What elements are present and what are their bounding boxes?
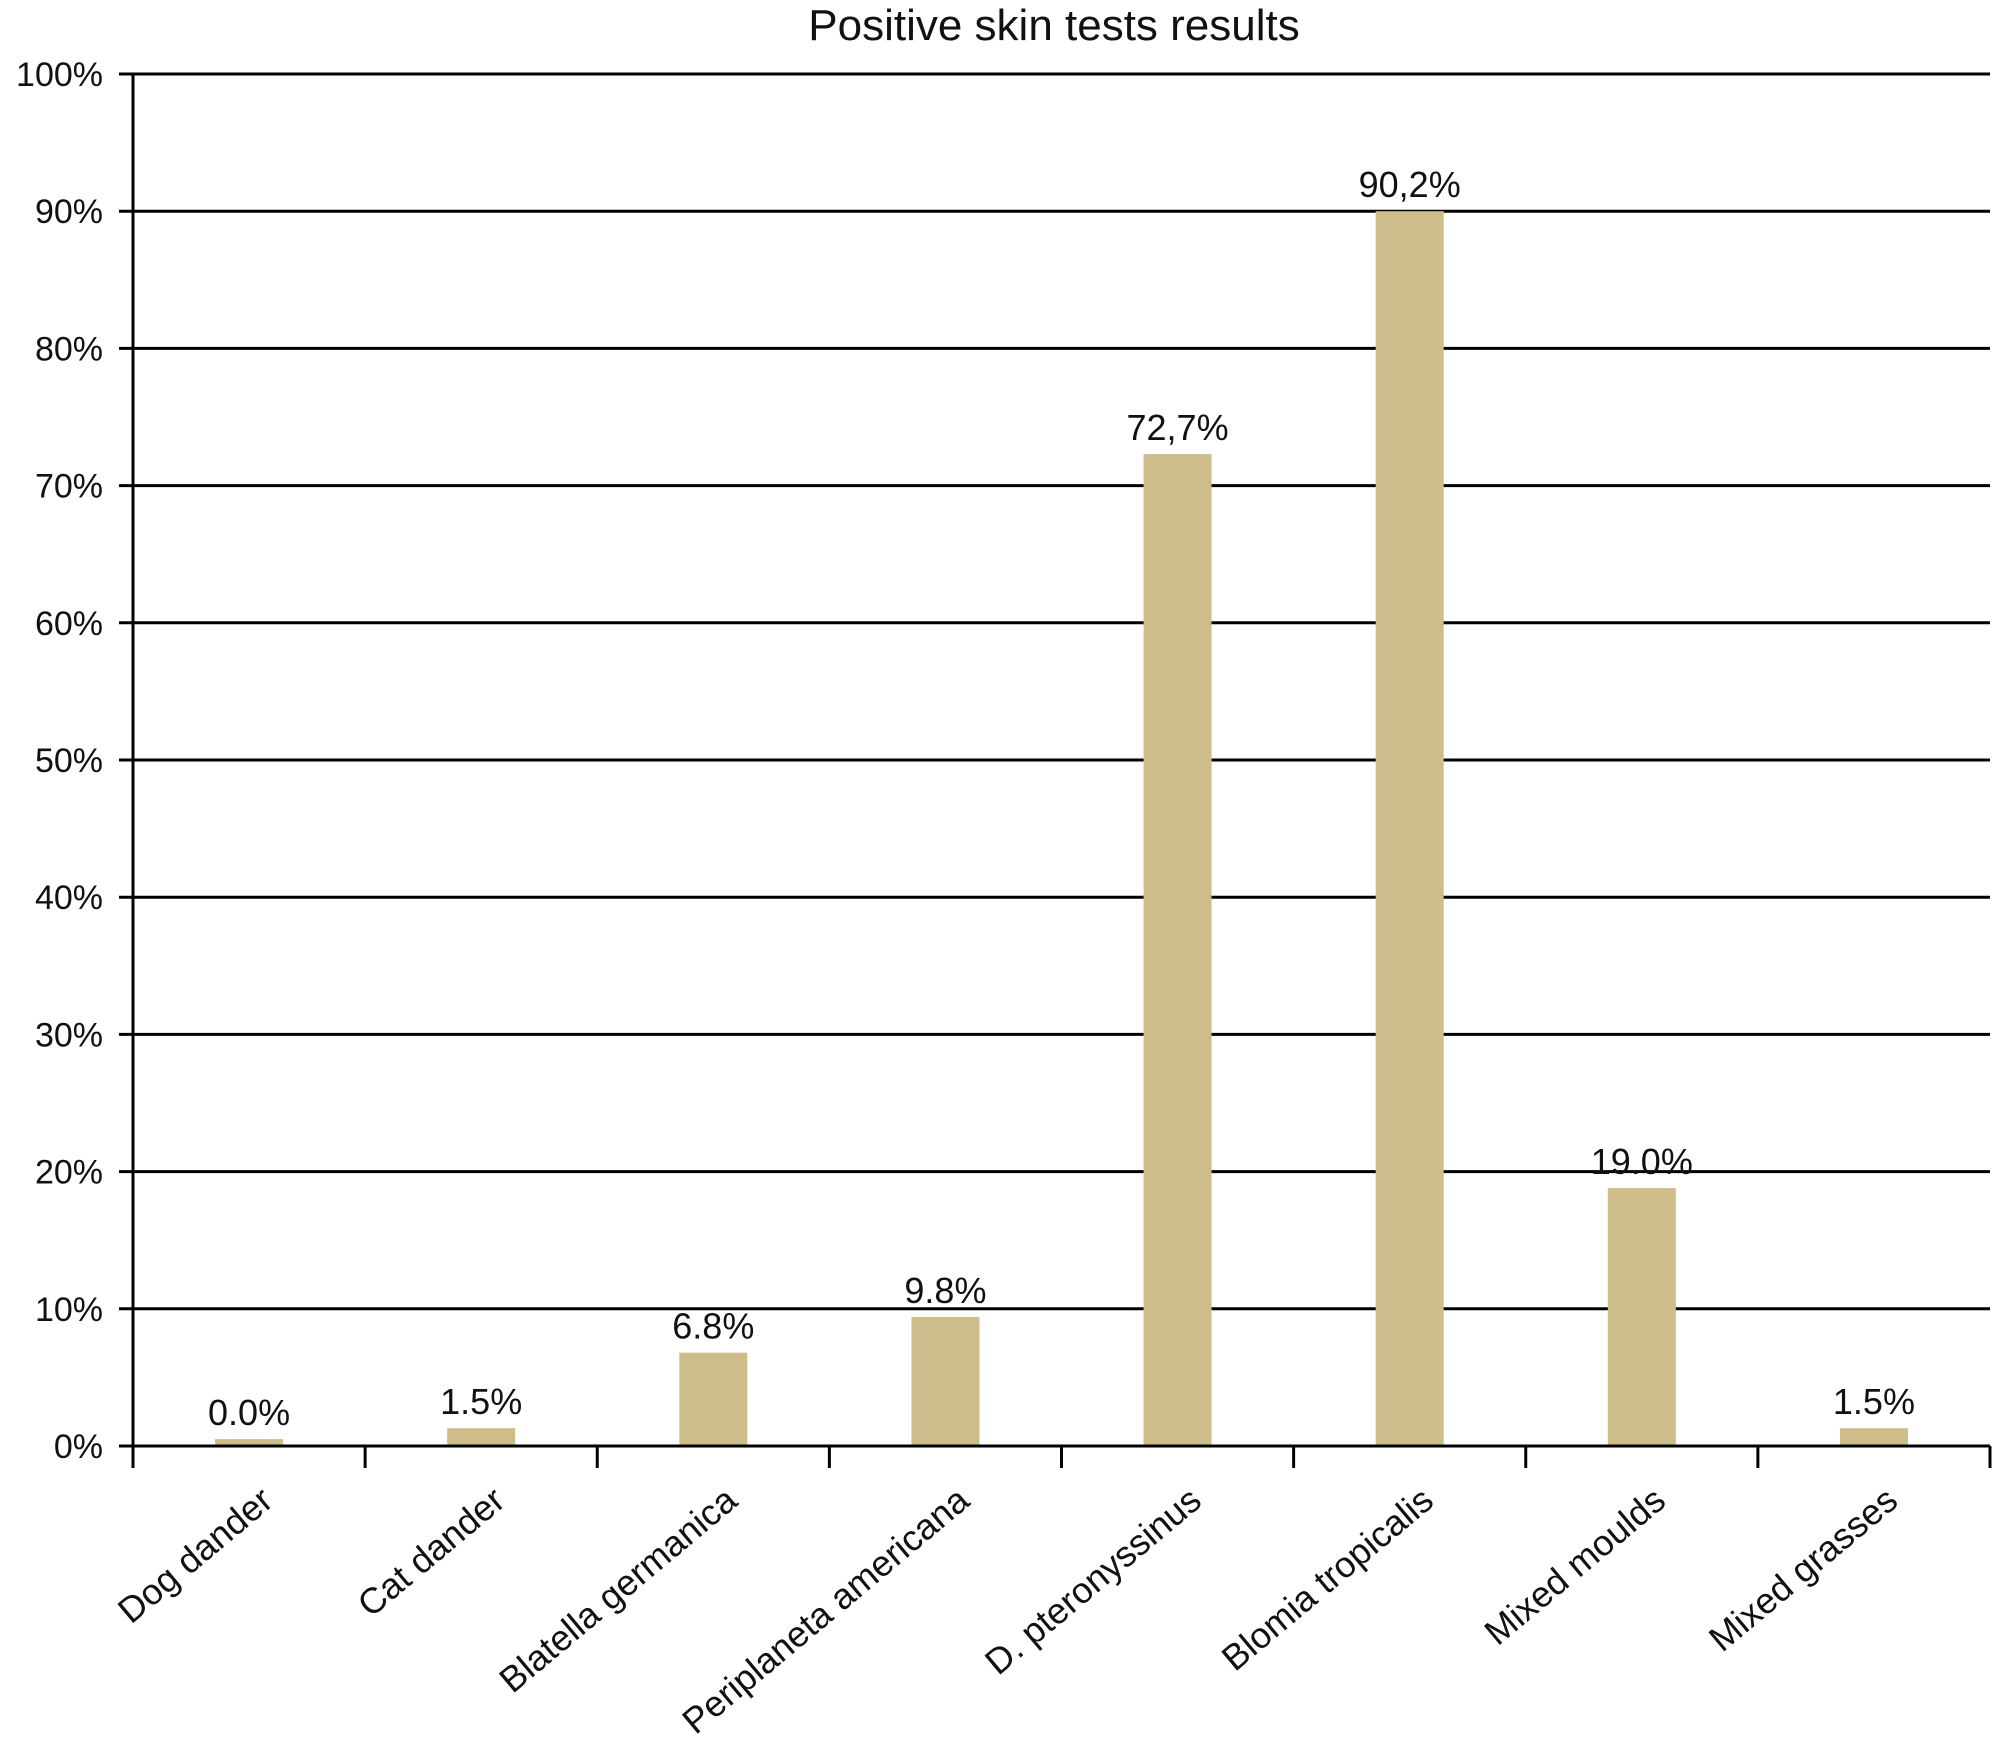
bars [215, 211, 1908, 1447]
data-label: 1.5% [1833, 1381, 1915, 1422]
y-tick-label: 60% [35, 605, 103, 643]
y-tick-label: 90% [35, 193, 103, 231]
data-label: 0.0% [208, 1392, 290, 1433]
gridlines [119, 72, 1990, 1311]
x-tick-label: Mixed moulds [1476, 1479, 1672, 1653]
data-label: 72,7% [1127, 407, 1229, 448]
data-label: 6.8% [672, 1306, 754, 1347]
data-label: 9.8% [904, 1270, 986, 1311]
bar [679, 1352, 748, 1446]
x-tick-label: Dog dander [110, 1479, 280, 1631]
y-tick-label: 20% [35, 1154, 103, 1192]
x-tick-label: Mixed grasses [1701, 1479, 1905, 1660]
bar [911, 1317, 980, 1446]
y-tick-label: 100% [16, 56, 103, 94]
y-tick-label: 0% [54, 1428, 103, 1466]
data-label: 1.5% [440, 1381, 522, 1422]
data-label: 90,2% [1359, 164, 1461, 205]
axes [119, 74, 1992, 1468]
y-tick-label: 40% [35, 879, 103, 917]
x-tick-label: Blomia tropicalis [1214, 1479, 1441, 1679]
y-tick-label: 70% [35, 468, 103, 506]
bar [1143, 454, 1212, 1446]
x-tick-label: Cat dander [350, 1479, 513, 1625]
y-tick-label: 10% [35, 1291, 103, 1329]
y-tick-label: 30% [35, 1016, 103, 1054]
bar [1607, 1188, 1676, 1446]
x-tick-label: D. pteronyssinus [977, 1479, 1209, 1683]
data-label: 19.0% [1591, 1141, 1693, 1182]
y-tick-label: 80% [35, 330, 103, 368]
y-tick-label: 50% [35, 742, 103, 780]
bar [1839, 1428, 1908, 1446]
bar [447, 1428, 516, 1446]
y-axis-ticks: 0% 10% 20% 30% 40% 50% 60% 70% 80% 90% 100% [16, 56, 103, 1466]
bar [215, 1439, 284, 1446]
data-labels: 0.0% 1.5% 6.8% 9.8% 72,7% 90,2% 19.0% 1.5% [208, 164, 1915, 1433]
x-tick-label: Blatella germanica [491, 1478, 745, 1700]
chart-title: Positive skin tests results [808, 1, 1300, 50]
bar [1375, 211, 1444, 1447]
